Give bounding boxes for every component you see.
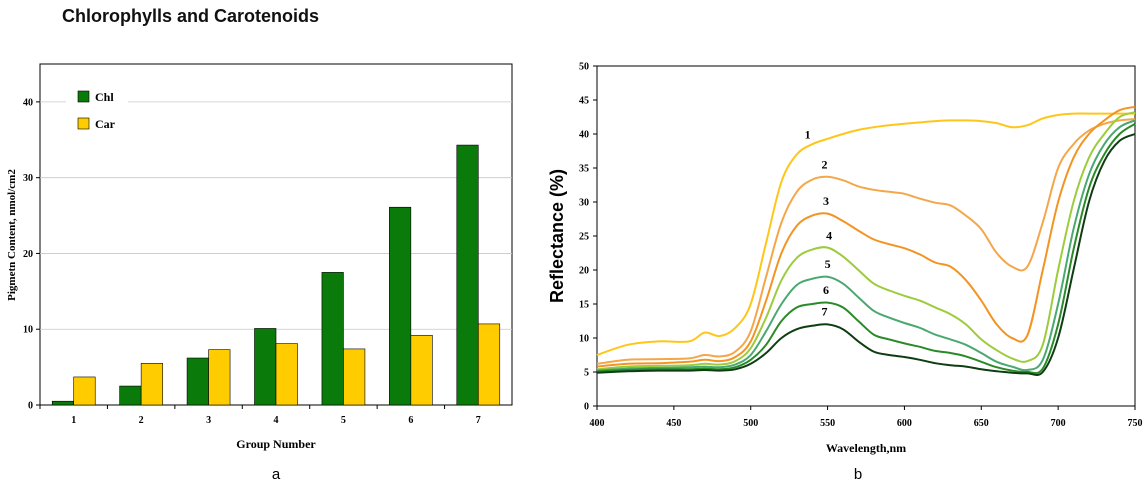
chart-b-y-tick-label: 20 (579, 266, 589, 277)
chart-a-y-tick-label: 20 (23, 249, 33, 260)
line-series-7 (596, 133, 1136, 376)
series-label-1: 1 (805, 127, 811, 141)
chart-b-x-tick-label: 750 (1128, 418, 1143, 429)
legend-label-chl: Chl (95, 90, 114, 104)
bar-chl-group-7 (456, 144, 479, 406)
page-title: Chlorophylls and Carotenoids (62, 6, 320, 26)
line-series-1 (596, 112, 1136, 356)
chart-b-y-tick-label: 5 (584, 368, 589, 379)
series-label-7: 7 (821, 305, 827, 319)
chart-a-y-tick-label: 40 (23, 97, 33, 108)
line-series-3 (596, 105, 1136, 368)
series-label-5: 5 (825, 257, 831, 271)
chart-a-x-tick-label: 3 (206, 415, 211, 426)
chart-b-y-tick-label: 35 (579, 164, 589, 175)
chart-b-x-axis-label: Wavelength,nm (826, 441, 906, 455)
chart-a-x-tick-label: 7 (476, 415, 481, 426)
chart-a-y-tick-label: 10 (23, 325, 33, 336)
chart-b-y-tick-label: 10 (579, 334, 589, 345)
series-label-3: 3 (823, 194, 829, 208)
panel-label-b: b (854, 466, 862, 483)
chart-b-y-tick-label: 0 (584, 402, 589, 413)
chart-a-x-axis-label: Group Number (236, 437, 316, 451)
chart-a-x-tick-label: 5 (341, 415, 346, 426)
bar-chl-group-4 (254, 328, 277, 406)
chart-b-y-tick-label: 25 (579, 232, 589, 243)
chart-a-x-tick-label: 1 (71, 415, 76, 426)
bar-chl-group-1 (51, 400, 75, 406)
chart-a-y-axis-label: Pigmetn Content, nmol/cm2 (6, 169, 18, 301)
chart-a-bars (51, 144, 501, 406)
chart-b-lines (596, 105, 1136, 376)
chart-b-y-tick-label: 30 (579, 198, 589, 209)
chart-b-series-labels: 1 2 3 4 5 6 7 (805, 127, 833, 318)
chart-b-x-tick-label: 400 (590, 418, 605, 429)
chart-b-y-axis-label: Reflectance (%) (547, 169, 567, 303)
chart-a-x-tick-label: 4 (274, 415, 279, 426)
chart-a: 0 10 20 30 40 1 2 3 4 5 6 7 Group Number Pigmetn C… (6, 63, 513, 451)
chart-a-y-tick-label: 30 (23, 173, 33, 184)
chart-b-x-tick-label: 500 (743, 418, 758, 429)
bar-car-group-6 (410, 334, 433, 406)
panel-label-a: a (272, 466, 281, 483)
bar-chl-group-2 (119, 385, 142, 406)
chart-a-y-ticks: 0 10 20 30 40 (23, 97, 40, 412)
line-series-4 (596, 111, 1136, 371)
bar-chl-group-5 (321, 272, 344, 406)
series-label-6: 6 (823, 283, 829, 297)
chart-b-y-tick-label: 40 (579, 130, 589, 141)
chart-a-x-ticks: 1 2 3 4 5 6 7 (39, 405, 481, 426)
chart-b-y-tick-label: 45 (579, 96, 589, 107)
line-series-2 (596, 118, 1136, 365)
chart-b-x-tick-label: 650 (974, 418, 989, 429)
bar-car-group-4 (275, 343, 298, 406)
bar-car-group-3 (208, 349, 231, 406)
chart-b-x-tick-label: 550 (820, 418, 835, 429)
legend-label-car: Car (95, 117, 116, 131)
chart-a-x-tick-label: 6 (408, 415, 413, 426)
chart-a-y-tick-label: 0 (28, 401, 33, 412)
legend-swatch-chl (77, 90, 90, 103)
chart-a-x-tick-label: 2 (139, 415, 144, 426)
series-label-2: 2 (821, 157, 827, 171)
chart-b-x-tick-label: 600 (897, 418, 912, 429)
series-label-4: 4 (826, 228, 832, 242)
bar-car-group-5 (343, 348, 366, 406)
chart-b-y-tick-label: 50 (579, 62, 589, 73)
chart-b-x-tick-label: 700 (1051, 418, 1066, 429)
legend-background (66, 82, 128, 136)
line-series-5 (596, 119, 1136, 372)
bar-chl-group-6 (389, 206, 412, 406)
bar-chl-group-3 (186, 357, 209, 406)
bar-car-group-7 (477, 323, 501, 406)
chart-b-x-tick-label: 450 (666, 418, 681, 429)
chart-b-x-ticks: 400 450 500 550 600 650 700 750 (590, 406, 1143, 429)
bar-car-group-2 (140, 363, 163, 406)
legend-swatch-car (77, 117, 90, 130)
line-series-6 (596, 122, 1136, 375)
chart-b-y-ticks: 0 5 10 15 20 25 30 35 40 45 50 (579, 62, 597, 413)
chart-a-legend: Chl Car (66, 82, 128, 136)
bar-car-group-1 (73, 376, 96, 406)
chart-b-y-tick-label: 15 (579, 300, 589, 311)
